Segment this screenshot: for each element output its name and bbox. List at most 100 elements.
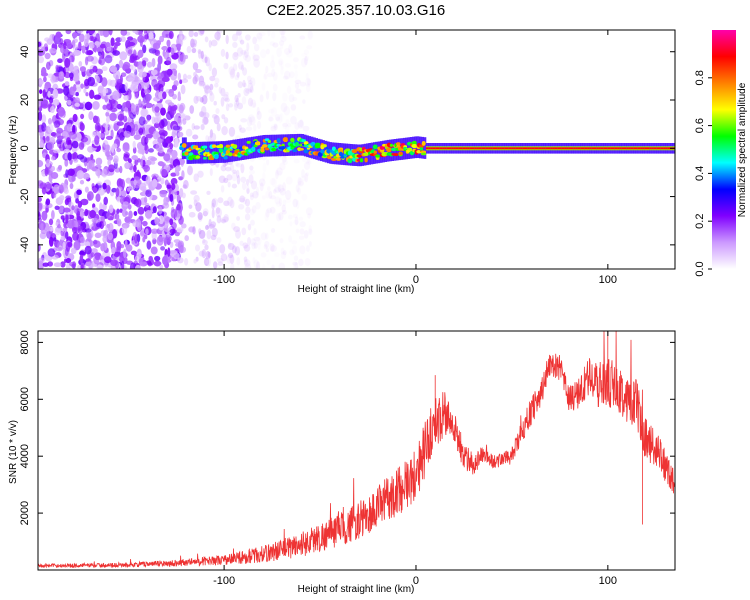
spectrogram-y-label: Frequency (Hz) — [8, 116, 19, 185]
spectrogram-cell — [109, 112, 117, 122]
spectrogram-cell — [144, 34, 149, 40]
spectrogram-cell — [40, 223, 44, 231]
spectrogram-cell — [166, 39, 171, 48]
spectrogram-cell — [120, 190, 127, 197]
spectrogram-cell — [78, 142, 85, 150]
spectrogram-cell — [200, 123, 205, 131]
spectrogram-cell — [150, 160, 156, 165]
spectrogram-panel: -100 0 100 -40 -20 0 20 40 Height of straight … — [8, 29, 676, 295]
spectrogram-cell — [269, 206, 276, 214]
spectrogram-cell — [253, 227, 257, 236]
spectrogram-cell — [272, 71, 278, 81]
spectrogram-cell — [140, 108, 148, 118]
spectrogram-cell — [426, 147, 429, 150]
spectrogram-cell — [270, 195, 276, 200]
spectrogram-cell — [294, 141, 300, 147]
spectrogram-cell — [298, 235, 305, 240]
spectrogram-cell — [141, 60, 147, 67]
spectrogram-cell — [110, 129, 114, 139]
spectrogram-cell — [66, 99, 72, 106]
spectrogram-cell — [621, 147, 625, 150]
spectrogram-cell — [305, 83, 311, 93]
spectrogram-cell — [642, 147, 645, 150]
spectrogram-cell — [201, 145, 208, 149]
spectrogram-cell — [211, 198, 217, 208]
spectrogram-cell — [276, 138, 281, 144]
spectrogram-cell — [93, 45, 97, 53]
spectrogram-cell — [299, 81, 307, 87]
spectrogram-cell — [158, 83, 164, 94]
spectrogram-cell — [65, 195, 72, 200]
spectrogram-cell — [44, 52, 51, 60]
spectrogram-cell — [335, 157, 342, 161]
spectrogram-cell — [159, 189, 167, 198]
spectrogram-cell — [168, 88, 175, 97]
spectrogram-cell — [247, 75, 252, 82]
spectrogram-cell — [127, 204, 132, 210]
spectrogram-cell — [142, 44, 147, 54]
spectrogram-cell — [301, 193, 308, 201]
spectrogram-cell — [102, 182, 107, 190]
spectrogram-cell — [529, 147, 533, 150]
spectrogram-cell — [38, 196, 42, 203]
spectrogram-cell — [193, 95, 199, 104]
spectrogram-cell — [109, 79, 117, 87]
spectrogram-cell — [130, 250, 138, 256]
spectrogram-cell — [262, 172, 266, 182]
spectrogram-cell — [271, 147, 277, 152]
spectrogram-cell — [421, 140, 426, 146]
spectrogram-cell — [308, 228, 313, 236]
spectrogram-cell — [197, 214, 203, 222]
spectrogram-cell — [146, 114, 151, 122]
spectrogram-cell — [564, 147, 567, 150]
spectrogram-cell — [155, 142, 163, 152]
spectrogram-cell — [120, 30, 128, 36]
spectrogram-cell — [216, 215, 222, 224]
spectrogram-cell — [260, 147, 265, 153]
spectrogram-cell — [67, 168, 75, 176]
spectrogram-cell — [73, 158, 79, 163]
spectrogram-cell — [497, 147, 500, 150]
spectrogram-cell — [234, 102, 238, 111]
spectrogram-cell — [419, 147, 424, 151]
spectrogram-cell — [375, 154, 381, 158]
spectrogram-cell — [265, 90, 270, 100]
spectrogram-cell — [280, 247, 285, 255]
spectrogram-cell — [45, 136, 50, 142]
spectrogram-cell — [211, 114, 218, 119]
spectrogram-cell — [290, 137, 295, 143]
spectrogram-cell — [640, 147, 643, 150]
spectrogram-cell — [151, 57, 156, 68]
spectrogram-cell — [294, 122, 300, 130]
spectrogram-cell — [191, 47, 197, 54]
spectrogram-cell — [156, 235, 164, 246]
spectrogram-cell — [127, 41, 136, 47]
spectrogram-cell — [71, 90, 76, 96]
spectrogram-cell — [255, 136, 259, 158]
spectrogram-cell — [68, 173, 76, 183]
spectrogram-cell — [649, 147, 652, 150]
spectrogram-cell — [169, 193, 174, 203]
spectrogram-cell — [511, 147, 514, 150]
spectrogram-cell — [54, 205, 60, 210]
spectrogram-cell — [200, 111, 207, 119]
spectrogram-cell — [172, 121, 177, 129]
spectrogram-cell — [305, 245, 310, 252]
spectrogram-cell — [536, 147, 540, 150]
spectrogram-cell — [282, 122, 288, 130]
spectrogram-cell — [41, 210, 48, 221]
spectrogram-cell — [264, 240, 270, 248]
spectrogram-cell — [148, 48, 157, 54]
spectrogram-cell — [225, 144, 231, 148]
spectrogram-cell — [120, 179, 126, 189]
spectrogram-cell — [293, 255, 299, 262]
spectrogram-cell — [151, 173, 159, 179]
spectrogram-cell — [99, 30, 104, 36]
spectrogram-cell — [139, 158, 144, 167]
spectrogram-cell — [219, 217, 227, 223]
spectrogram-cell — [282, 199, 287, 207]
spectrogram-cell — [202, 210, 208, 217]
spectrogram-cell — [103, 196, 108, 206]
spectrogram-cell — [146, 260, 152, 265]
spectrogram-cell — [170, 47, 175, 56]
